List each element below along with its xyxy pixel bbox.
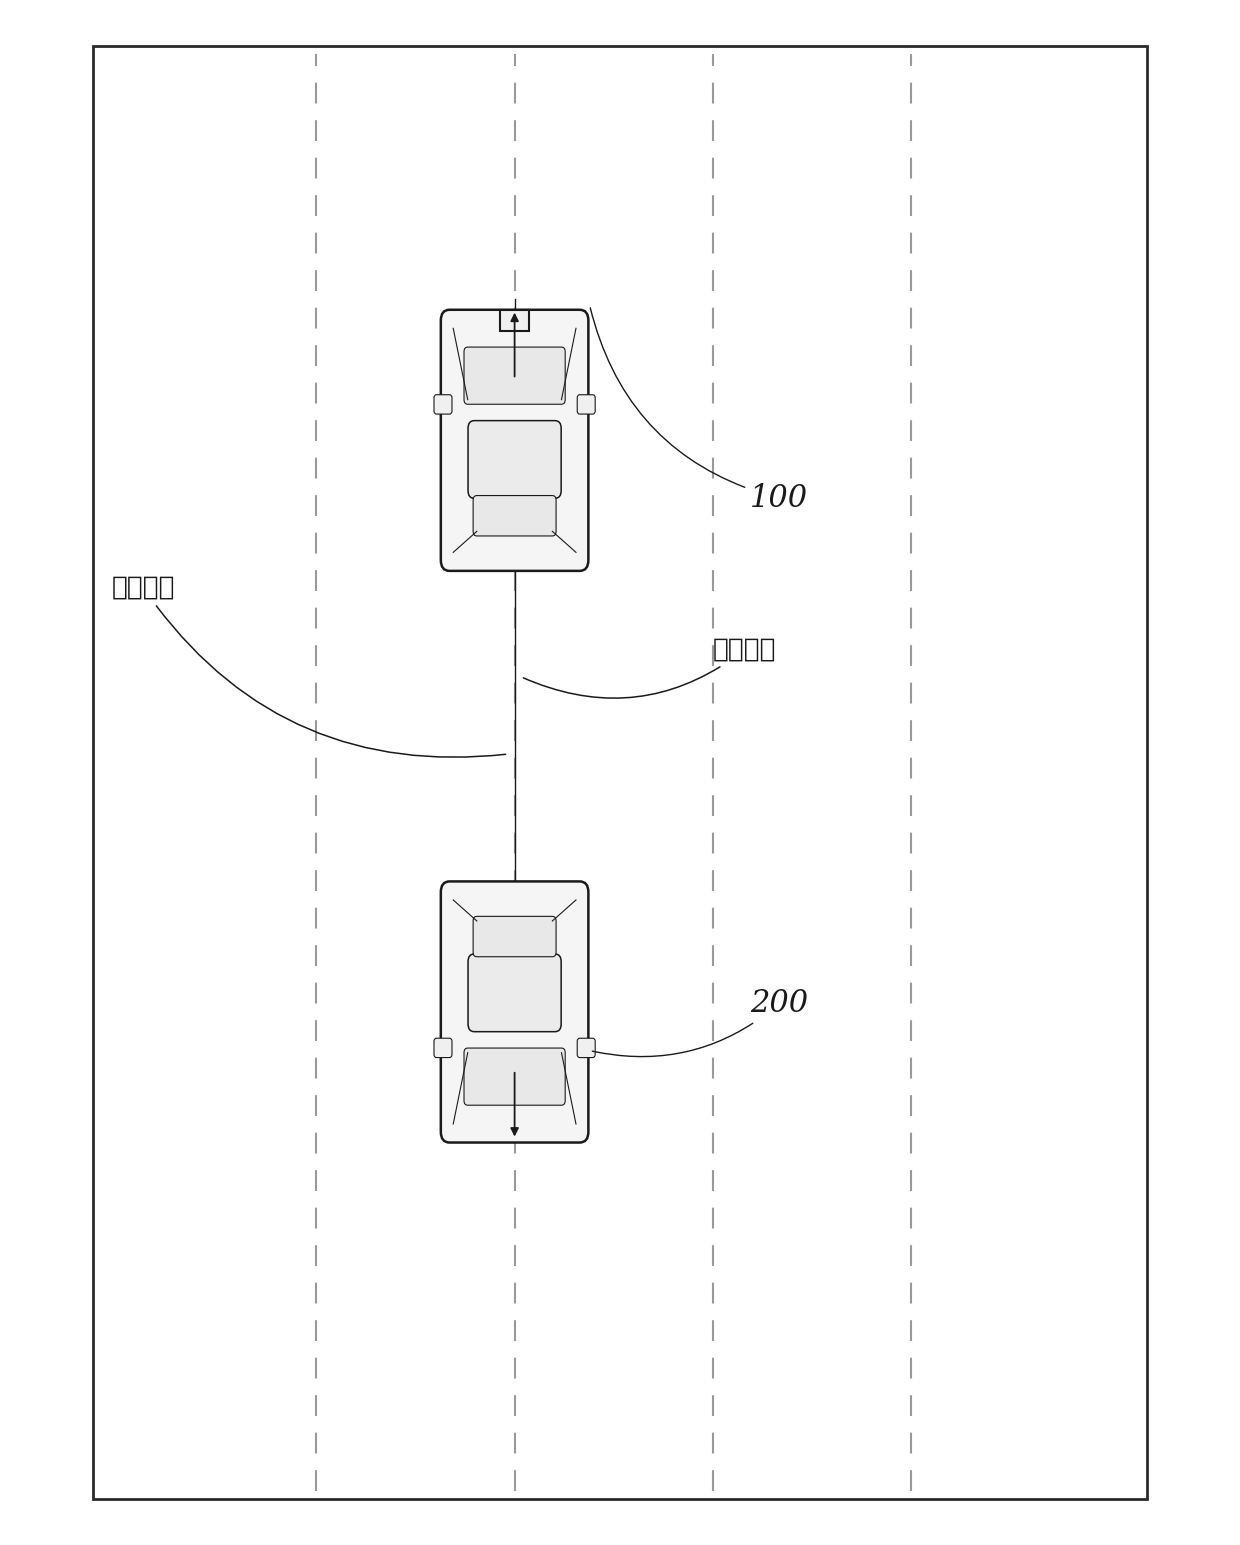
FancyBboxPatch shape [577,1038,595,1058]
FancyBboxPatch shape [467,420,562,499]
FancyBboxPatch shape [464,348,565,405]
FancyBboxPatch shape [467,953,562,1032]
FancyBboxPatch shape [434,1038,451,1058]
FancyBboxPatch shape [474,916,556,956]
Text: 发送信号: 发送信号 [112,575,506,757]
FancyBboxPatch shape [464,1048,565,1105]
Text: 反射信号: 反射信号 [523,637,776,698]
FancyBboxPatch shape [474,496,556,536]
Bar [93,46,1147,1499]
FancyBboxPatch shape [441,881,588,1143]
FancyBboxPatch shape [500,311,529,331]
FancyBboxPatch shape [441,309,588,572]
FancyBboxPatch shape [577,394,595,414]
Text: 200: 200 [593,987,808,1057]
FancyBboxPatch shape [434,394,451,414]
Text: 100: 100 [590,307,808,514]
